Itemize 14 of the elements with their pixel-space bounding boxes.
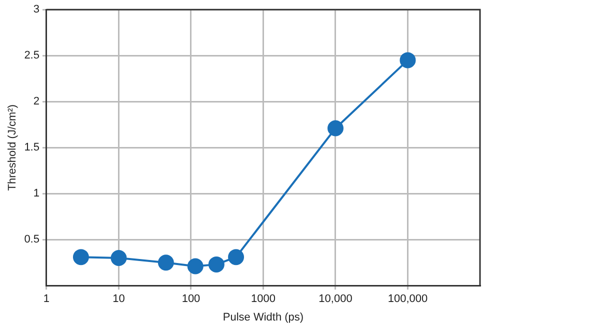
x-tick-label: 100,000	[388, 293, 428, 306]
y-tick-label: 1.5	[24, 142, 40, 154]
y-axis-title: Threshold (J/cm²)	[6, 104, 19, 191]
x-tick-label: 1	[43, 293, 50, 306]
x-tick-label: 10,000	[318, 293, 352, 306]
y-tick-label: 2	[33, 96, 40, 108]
y-tick-label: 1	[33, 188, 40, 200]
x-tick-label: 1000	[251, 293, 276, 306]
y-tick-label: 0.5	[24, 234, 40, 246]
x-axis-title: Pulse Width (ps)	[222, 311, 304, 324]
x-tick-label: 10	[112, 293, 125, 306]
y-tick-label: 3	[33, 4, 40, 16]
y-tick-label: 2.5	[24, 50, 40, 62]
x-tick-label: 100	[182, 293, 200, 306]
